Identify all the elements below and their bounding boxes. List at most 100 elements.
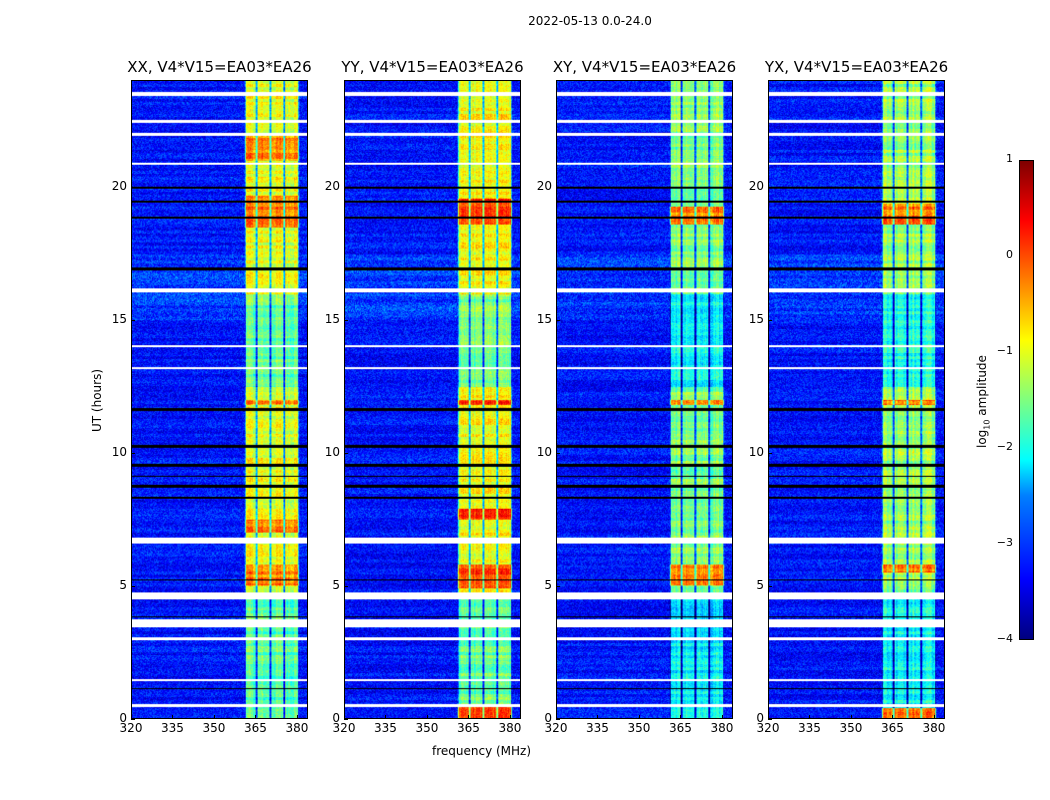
colorbar-label: log10 amplitude	[975, 355, 992, 448]
y-tick-mark	[131, 585, 135, 587]
x-tick-mark	[131, 715, 132, 719]
y-tick-mark	[344, 452, 348, 454]
x-tick-mark	[721, 715, 723, 719]
y-tick-mark	[556, 719, 560, 720]
heatmap-yx	[768, 80, 945, 719]
panel-yy: YY, V4*V15=EA03*EA26	[341, 58, 524, 719]
colorbar	[1019, 160, 1034, 640]
colorbar-tick-label: −2	[996, 440, 1013, 453]
x-tick-mark	[809, 715, 811, 719]
y-tick-label: 20	[748, 178, 764, 193]
x-tick-mark	[509, 715, 511, 719]
y-tick-label: 20	[111, 178, 127, 193]
x-tick-label: 350	[627, 721, 651, 735]
y-tick-label: 15	[536, 311, 552, 326]
x-tick-label: 335	[798, 721, 821, 735]
x-tick-mark	[597, 715, 599, 719]
y-tick-mark	[768, 719, 772, 720]
y-tick-label: 20	[324, 178, 340, 193]
x-tick-mark	[768, 715, 769, 719]
y-tick-mark	[768, 319, 772, 321]
x-tick-label: 350	[839, 721, 863, 735]
x-tick-mark	[850, 715, 852, 719]
y-tick-label: 15	[748, 311, 764, 326]
heatmap-yy	[344, 80, 521, 719]
y-tick-mark	[344, 186, 348, 188]
y-tick-label: 5	[332, 577, 340, 592]
x-tick-mark	[680, 715, 682, 719]
y-tick-label: 0	[332, 711, 340, 725]
x-tick-label: 380	[285, 721, 309, 735]
y-tick-label: 5	[119, 577, 127, 592]
y-tick-mark	[768, 452, 772, 454]
y-tick-label: 15	[111, 311, 127, 326]
y-tick-label: 10	[536, 444, 552, 459]
y-tick-label: 5	[544, 577, 552, 592]
y-tick-mark	[556, 319, 560, 321]
x-tick-label: 380	[498, 721, 522, 735]
panel-title: YY, V4*V15=EA03*EA26	[341, 58, 524, 76]
panel-yx: YX, V4*V15=EA03*EA26	[765, 58, 948, 719]
y-tick-mark	[768, 186, 772, 188]
y-tick-mark	[556, 585, 560, 587]
heatmap-xx	[131, 80, 308, 719]
y-tick-mark	[556, 452, 560, 454]
x-tick-mark	[638, 715, 640, 719]
x-tick-label: 350	[415, 721, 439, 735]
x-tick-mark	[344, 715, 345, 719]
y-tick-mark	[344, 719, 348, 720]
x-tick-mark	[213, 715, 215, 719]
y-tick-mark	[131, 452, 135, 454]
x-tick-label: 320	[332, 721, 356, 735]
colorbar-tick-label: 0	[1006, 248, 1013, 261]
x-tick-label: 365	[669, 721, 692, 735]
x-tick-mark	[385, 715, 387, 719]
colorbar-tick-label: −1	[996, 344, 1013, 357]
x-tick-mark	[933, 715, 935, 719]
colorbar-tick-label: −4	[996, 632, 1013, 645]
y-tick-label: 10	[748, 444, 764, 459]
x-tick-label: 335	[586, 721, 609, 735]
y-tick-label: 20	[536, 178, 552, 193]
y-tick-label: 0	[119, 711, 127, 725]
panel-title: XX, V4*V15=EA03*EA26	[127, 58, 312, 76]
y-tick-mark	[131, 319, 135, 321]
x-tick-label: 365	[457, 721, 480, 735]
figure-title: 2022-05-13 0.0-24.0	[528, 14, 652, 28]
y-tick-mark	[344, 319, 348, 321]
x-tick-mark	[172, 715, 174, 719]
x-tick-label: 380	[922, 721, 946, 735]
x-tick-mark	[426, 715, 428, 719]
heatmap-xy	[556, 80, 733, 719]
y-tick-mark	[556, 186, 560, 188]
x-tick-mark	[296, 715, 298, 719]
y-tick-mark	[344, 585, 348, 587]
y-tick-label: 0	[544, 711, 552, 725]
panel-xy: XY, V4*V15=EA03*EA26	[553, 58, 736, 719]
y-tick-label: 10	[111, 444, 127, 459]
y-tick-mark	[131, 719, 135, 720]
panel-xx: XX, V4*V15=EA03*EA26	[127, 58, 312, 719]
x-tick-label: 320	[544, 721, 568, 735]
y-tick-label: 15	[324, 311, 340, 326]
panel-title: XY, V4*V15=EA03*EA26	[552, 58, 737, 76]
x-tick-mark	[556, 715, 557, 719]
x-tick-label: 335	[161, 721, 184, 735]
x-axis-label: frequency (MHz)	[432, 744, 532, 758]
y-tick-mark	[768, 585, 772, 587]
panel-title: YX, V4*V15=EA03*EA26	[764, 58, 949, 76]
x-tick-mark	[468, 715, 470, 719]
x-tick-mark	[892, 715, 894, 719]
y-tick-mark	[131, 186, 135, 188]
y-tick-label: 5	[756, 577, 764, 592]
x-tick-label: 350	[202, 721, 226, 735]
colorbar-tick-label: 1	[1006, 152, 1013, 165]
x-tick-label: 380	[710, 721, 734, 735]
y-axis-label: UT (hours)	[90, 368, 104, 432]
x-tick-mark	[255, 715, 257, 719]
x-tick-label: 320	[756, 721, 780, 735]
y-tick-label: 10	[324, 444, 340, 459]
colorbar-tick-label: −3	[996, 536, 1013, 549]
x-tick-label: 335	[374, 721, 397, 735]
x-tick-label: 320	[119, 721, 143, 735]
